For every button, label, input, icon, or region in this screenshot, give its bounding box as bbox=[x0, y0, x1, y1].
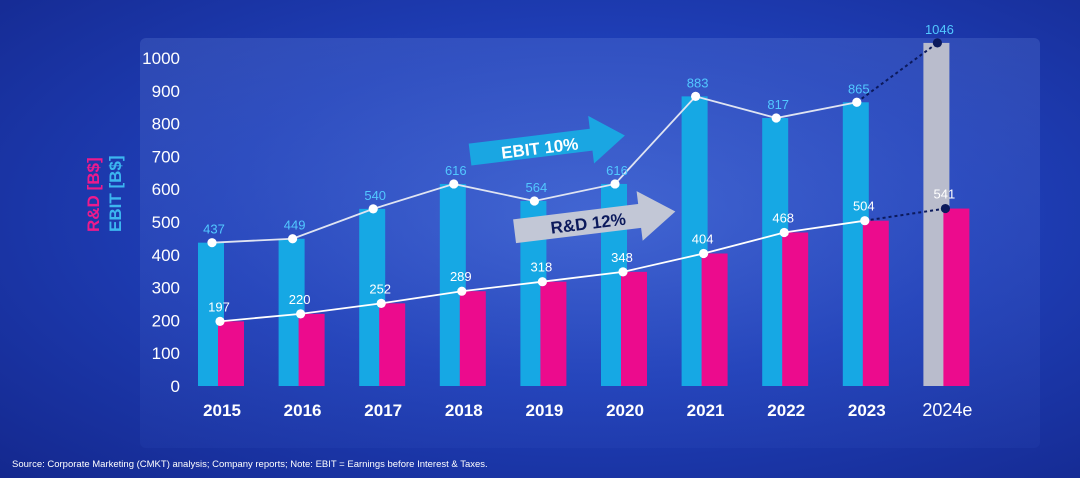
data-label-rd: 197 bbox=[208, 299, 230, 314]
arrow-ebit: EBIT 10% bbox=[468, 115, 625, 166]
x-tick-label: 2019 bbox=[525, 401, 563, 420]
data-label-rd: 220 bbox=[289, 292, 311, 307]
y-tick-label: 0 bbox=[171, 377, 180, 396]
point-ebit bbox=[610, 179, 620, 189]
point-ebit bbox=[852, 97, 862, 107]
y-tick-label: 900 bbox=[152, 82, 180, 101]
y-axis-title-ebit: EBIT [B$] bbox=[106, 155, 125, 233]
bar-rd bbox=[943, 208, 970, 386]
data-labels: 437 449 540 616 564 616 883 817 865 1046 197 220 252… bbox=[203, 22, 955, 314]
y-tick-label: 100 bbox=[152, 344, 180, 363]
data-label-ebit: 564 bbox=[526, 180, 548, 195]
point-rd bbox=[699, 248, 709, 259]
point-ebit bbox=[288, 234, 298, 244]
data-label-rd: 318 bbox=[531, 260, 553, 275]
growth-arrows: EBIT 10%R&D 12% bbox=[468, 115, 676, 244]
data-label-ebit: 817 bbox=[767, 97, 789, 112]
bars bbox=[198, 42, 970, 387]
data-label-ebit: 437 bbox=[203, 222, 225, 237]
point-rd bbox=[457, 286, 467, 296]
point-ebit bbox=[771, 113, 781, 123]
point-rd bbox=[618, 267, 628, 277]
point-rd bbox=[537, 277, 548, 287]
point-rd bbox=[940, 203, 951, 214]
data-label-ebit: 865 bbox=[848, 81, 870, 96]
data-label-ebit: 540 bbox=[364, 188, 386, 203]
data-label-rd: 404 bbox=[692, 231, 714, 246]
source-note: Source: Corporate Marketing (CMKT) analy… bbox=[12, 459, 488, 470]
point-ebit bbox=[368, 204, 378, 214]
point-ebit bbox=[529, 196, 540, 206]
data-label-ebit: 883 bbox=[687, 75, 709, 90]
point-ebit bbox=[207, 238, 217, 248]
x-axis-ticks: 2015 2016 2017 2018 2019 2020 2021 2022 2023 2024… bbox=[203, 400, 972, 420]
bar-rd bbox=[218, 321, 244, 386]
data-label-rd: 348 bbox=[611, 250, 633, 265]
y-tick-label: 200 bbox=[152, 311, 180, 330]
bar-rd bbox=[459, 291, 486, 386]
data-label-rd: 541 bbox=[934, 187, 956, 202]
point-rd bbox=[779, 227, 789, 238]
x-tick-label: 2016 bbox=[284, 401, 322, 420]
data-label-ebit: 449 bbox=[284, 218, 306, 233]
arrow-ebit-shape bbox=[468, 115, 625, 166]
point-rd bbox=[376, 298, 386, 308]
bar-rd bbox=[862, 220, 889, 386]
y-tick-label: 700 bbox=[152, 147, 180, 166]
bar-rd bbox=[540, 281, 567, 386]
y-tick-label: 400 bbox=[152, 246, 180, 265]
y-tick-label: 500 bbox=[152, 213, 180, 232]
line-rd-forecast bbox=[864, 207, 946, 222]
data-label-ebit: 616 bbox=[606, 163, 628, 178]
bar-rd bbox=[701, 253, 728, 386]
point-ebit bbox=[932, 38, 943, 48]
line-ebit-forecast bbox=[856, 42, 938, 104]
x-tick-label: 2015 bbox=[203, 401, 241, 420]
x-tick-label: 2024e bbox=[922, 400, 972, 420]
x-tick-label: 2023 bbox=[848, 401, 886, 420]
point-rd bbox=[215, 316, 225, 326]
bar-rd bbox=[621, 271, 647, 386]
y-axis-ticks: 0 100 200 300 400 500 600 700 800 900 1000 bbox=[142, 49, 180, 396]
trend-lines bbox=[207, 38, 951, 326]
data-label-rd: 468 bbox=[772, 210, 794, 225]
y-tick-label: 1000 bbox=[142, 49, 180, 68]
x-tick-label: 2017 bbox=[364, 401, 402, 420]
x-tick-label: 2018 bbox=[445, 401, 483, 420]
data-label-ebit: 1046 bbox=[925, 22, 954, 37]
x-tick-label: 2020 bbox=[606, 401, 644, 420]
data-label-rd: 289 bbox=[450, 269, 472, 284]
y-tick-label: 800 bbox=[152, 115, 180, 134]
data-label-rd: 252 bbox=[369, 281, 391, 296]
y-tick-label: 600 bbox=[152, 180, 180, 199]
point-rd bbox=[296, 309, 306, 319]
arrow-rd-shape bbox=[513, 191, 676, 244]
data-label-rd: 504 bbox=[853, 199, 875, 214]
y-tick-label: 300 bbox=[152, 279, 180, 298]
bar-rd bbox=[298, 313, 325, 386]
point-ebit bbox=[449, 179, 459, 189]
y-axis-title-rd: R&D [B$] bbox=[84, 157, 103, 232]
x-tick-label: 2021 bbox=[687, 401, 725, 420]
point-rd bbox=[860, 216, 870, 226]
x-tick-label: 2022 bbox=[767, 401, 805, 420]
point-ebit bbox=[691, 91, 701, 101]
data-label-ebit: 616 bbox=[445, 163, 467, 178]
bar-rd bbox=[782, 232, 809, 386]
bar-rd bbox=[379, 303, 406, 386]
